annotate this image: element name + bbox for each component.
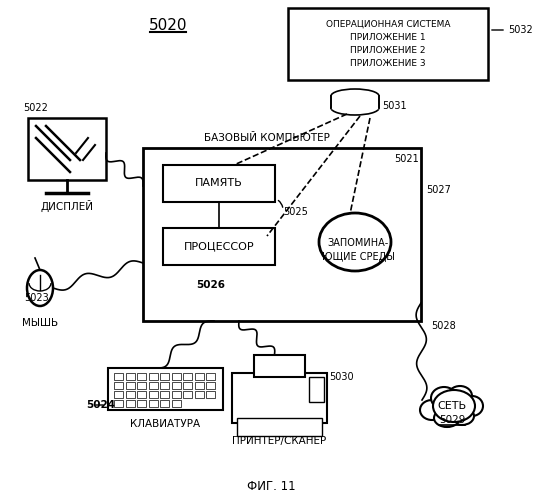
Text: ФИГ. 11: ФИГ. 11	[247, 480, 295, 494]
Text: 5023: 5023	[24, 293, 49, 303]
Text: ПРОЦЕССОР: ПРОЦЕССОР	[184, 242, 254, 252]
Ellipse shape	[331, 89, 379, 103]
Text: ПАМЯТЬ: ПАМЯТЬ	[195, 178, 243, 188]
Ellipse shape	[450, 407, 474, 425]
Text: 5020: 5020	[149, 18, 187, 34]
Bar	[206, 373, 215, 380]
Text: КЛАВИАТУРА: КЛАВИАТУРА	[130, 419, 200, 429]
Bar	[125, 391, 135, 398]
Bar	[114, 382, 123, 388]
Text: ДИСПЛЕЙ: ДИСПЛЕЙ	[41, 200, 93, 212]
Bar	[183, 391, 192, 398]
Bar	[114, 391, 123, 398]
Bar	[160, 391, 169, 398]
Text: 5030: 5030	[329, 372, 353, 382]
Ellipse shape	[448, 386, 472, 406]
Bar	[108, 368, 223, 410]
Bar	[137, 391, 146, 398]
Text: 5024: 5024	[86, 400, 115, 410]
Ellipse shape	[27, 270, 53, 306]
Ellipse shape	[461, 396, 483, 416]
Bar	[183, 373, 192, 380]
Ellipse shape	[420, 400, 444, 420]
Text: 5031: 5031	[382, 101, 407, 111]
Text: 5032: 5032	[508, 25, 533, 35]
Text: 5022: 5022	[23, 103, 48, 113]
Bar	[160, 382, 169, 388]
Bar	[206, 391, 215, 398]
Bar	[254, 355, 305, 377]
Text: 5028: 5028	[431, 321, 456, 331]
Text: МЫШЬ: МЫШЬ	[22, 318, 58, 328]
Text: ОПЕРАЦИОННАЯ СИСТЕМА
ПРИЛОЖЕНИЕ 1
ПРИЛОЖЕНИЕ 2
ПРИЛОЖЕНИЕ 3: ОПЕРАЦИОННАЯ СИСТЕМА ПРИЛОЖЕНИЕ 1 ПРИЛОЖ…	[326, 20, 450, 68]
Bar	[160, 400, 169, 406]
Text: 5027: 5027	[426, 185, 451, 195]
Bar	[172, 400, 180, 406]
Bar	[114, 400, 123, 406]
Bar	[194, 391, 204, 398]
Bar	[28, 118, 106, 180]
Bar	[137, 373, 146, 380]
Bar	[183, 382, 192, 388]
Bar	[172, 391, 180, 398]
Ellipse shape	[434, 409, 460, 427]
Text: 5021: 5021	[394, 154, 419, 164]
Bar	[172, 373, 180, 380]
Text: ПРИНТЕР/СКАНЕР: ПРИНТЕР/СКАНЕР	[232, 436, 327, 446]
Bar	[137, 382, 146, 388]
Bar	[125, 382, 135, 388]
Text: 5025: 5025	[283, 207, 308, 217]
Text: ЗАПОМИНА-
ЮЩИЕ СРЕДЫ: ЗАПОМИНА- ЮЩИЕ СРЕДЫ	[321, 238, 394, 262]
Text: БАЗОВЫЙ КОМПЬЮТЕР: БАЗОВЫЙ КОМПЬЮТЕР	[204, 133, 330, 143]
Bar	[172, 382, 180, 388]
Ellipse shape	[433, 390, 475, 422]
Bar	[114, 373, 123, 380]
Bar	[163, 228, 275, 265]
Bar	[206, 382, 215, 388]
Bar	[160, 373, 169, 380]
Ellipse shape	[319, 213, 391, 271]
Bar	[232, 373, 327, 423]
Bar	[148, 391, 157, 398]
Text: 5026: 5026	[197, 280, 225, 290]
Bar	[309, 377, 324, 402]
Bar	[237, 418, 322, 436]
Bar	[194, 382, 204, 388]
Bar	[137, 400, 146, 406]
Bar	[163, 165, 275, 202]
Bar	[125, 373, 135, 380]
Bar	[143, 148, 421, 321]
Bar	[148, 400, 157, 406]
Bar	[148, 373, 157, 380]
Bar	[125, 400, 135, 406]
Bar	[194, 373, 204, 380]
Ellipse shape	[431, 387, 457, 409]
Text: СЕТЬ: СЕТЬ	[438, 401, 466, 411]
Bar	[148, 382, 157, 388]
Ellipse shape	[331, 101, 379, 115]
Text: 5029: 5029	[439, 415, 465, 425]
Bar	[288, 8, 488, 80]
